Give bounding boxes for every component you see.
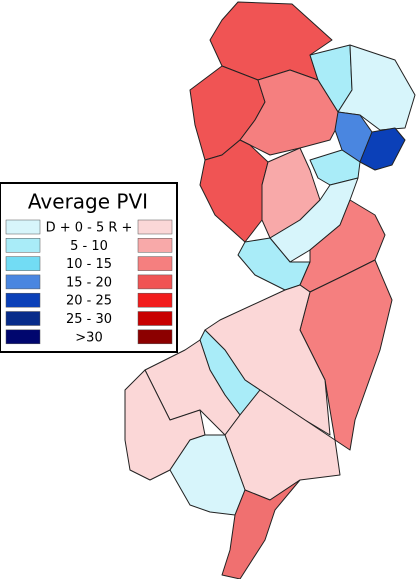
legend-title: Average PVI — [28, 190, 148, 214]
legend-swatch-d — [5, 256, 41, 271]
legend-swatch-r — [137, 329, 173, 345]
county — [221, 479, 301, 579]
legend-label: 15 - 20 — [66, 275, 112, 290]
legend-swatch-r — [137, 292, 173, 308]
legend-swatch-r — [137, 219, 173, 235]
legend-swatch-d — [5, 219, 41, 235]
legend-label: 20 - 25 — [66, 294, 112, 309]
county — [337, 44, 416, 131]
legend-label: D + 0 - 5 R + — [46, 221, 133, 236]
legend: Average PVI D + 0 - 5 R + 5 - 10 10 - 15 15… — [0, 182, 178, 353]
legend-swatch-d — [5, 238, 41, 253]
legend-swatch-r — [137, 256, 173, 271]
legend-swatch-d — [5, 292, 41, 308]
legend-label: 25 - 30 — [66, 312, 112, 327]
legend-label: >30 — [75, 330, 102, 345]
legend-swatch-d — [5, 329, 41, 345]
legend-swatch-d — [5, 274, 41, 290]
legend-swatch-d — [5, 311, 41, 326]
legend-label: 10 - 15 — [66, 257, 112, 272]
legend-label: 5 - 10 — [70, 239, 108, 254]
counties — [124, 1, 416, 579]
legend-swatch-r — [137, 238, 173, 253]
legend-swatch-r — [137, 311, 173, 326]
legend-swatch-r — [137, 274, 173, 290]
